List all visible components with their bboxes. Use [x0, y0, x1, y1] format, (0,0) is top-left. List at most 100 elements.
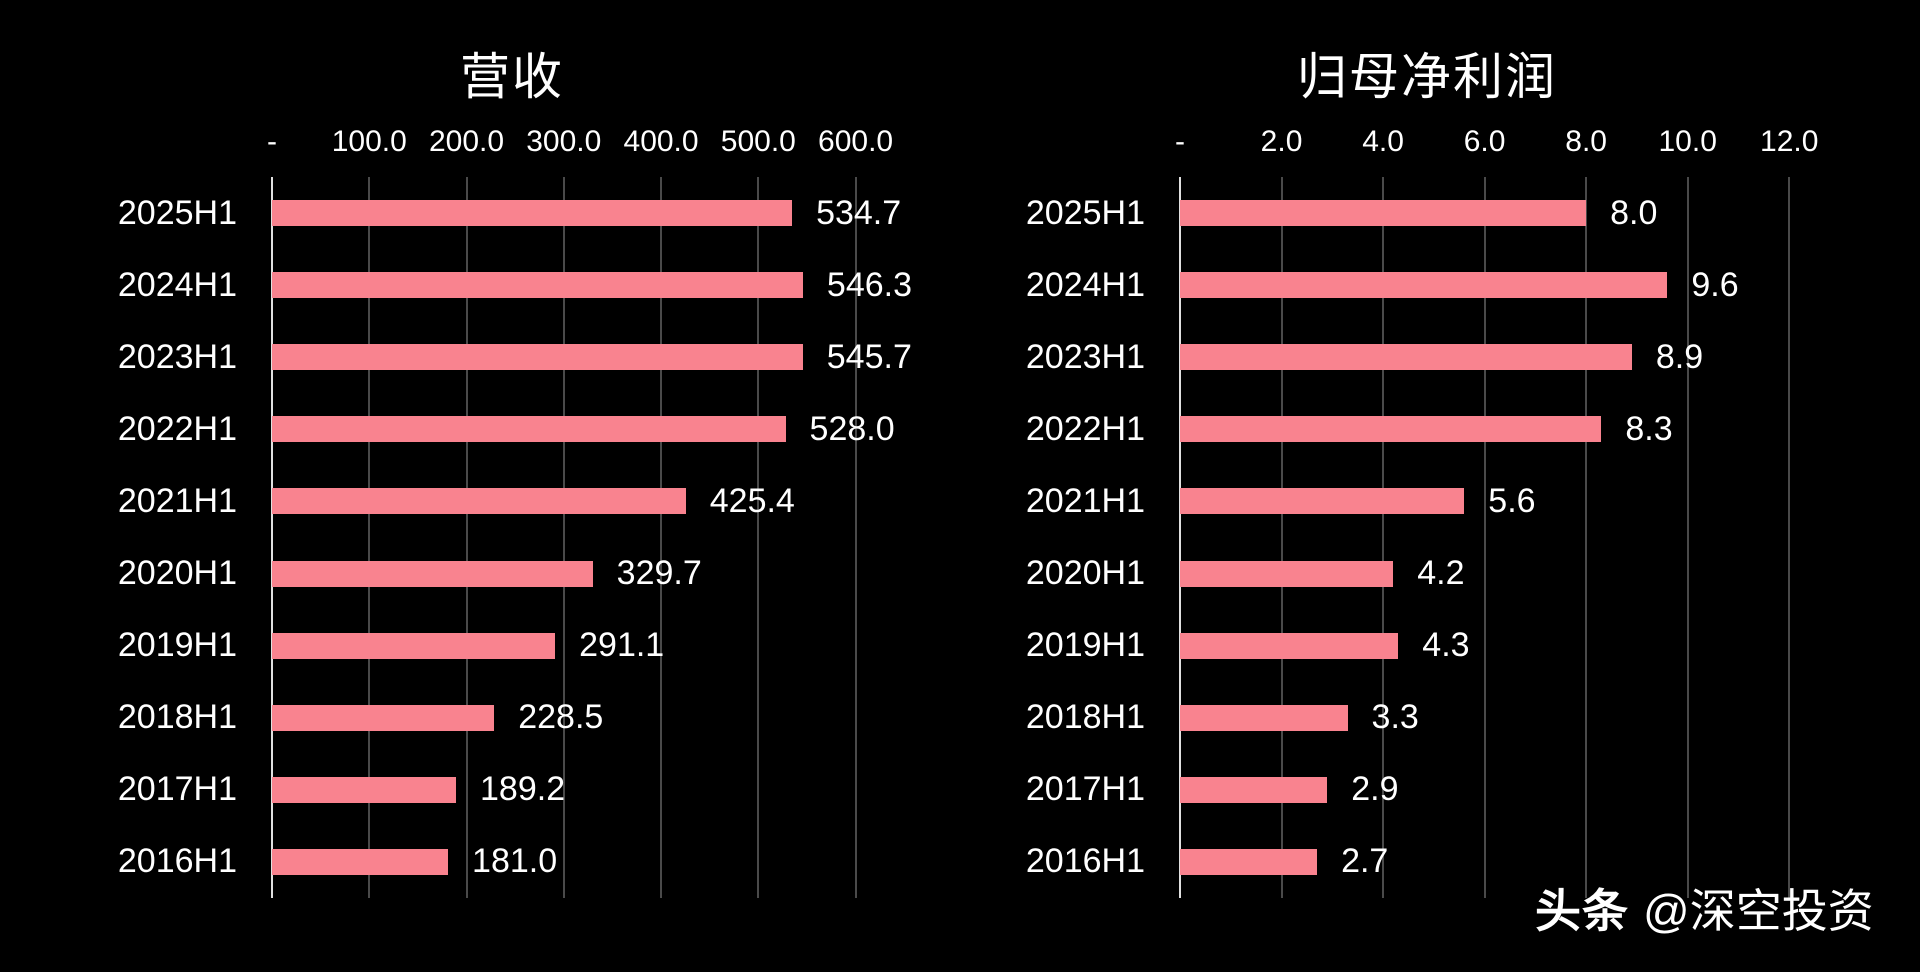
watermark: 头条 @深空投资	[1535, 888, 1874, 934]
value-label: 546.3	[826, 265, 912, 304]
gridline	[1280, 177, 1283, 898]
chart-title-revenue: 营收	[460, 49, 564, 105]
value-label: 181.0	[472, 842, 558, 881]
bar-row: 4.3	[1180, 610, 1840, 682]
bar-rows: 8.0 9.6 8.9 8.3 5.6 4.2 4.3 3.3 2.9 2.7	[1180, 177, 1840, 898]
bar-row: 2.9	[1180, 754, 1840, 826]
bar	[1180, 704, 1348, 731]
category-label: 2022H1	[117, 409, 237, 448]
bar-row: 5.6	[1180, 465, 1840, 537]
value-label: 4.3	[1422, 626, 1470, 665]
bar-row: 8.3	[1180, 393, 1840, 465]
bar	[272, 848, 449, 875]
bar-row: 425.4	[272, 465, 912, 537]
category-label: 2025H1	[117, 193, 237, 232]
category-labels-net-profit: 2025H1 2024H1 2023H1 2022H1 2021H1 2020H1 2019…	[1018, 177, 1145, 898]
watermark-brand-logo: 头条	[1535, 885, 1629, 937]
value-label: 5.6	[1488, 481, 1536, 520]
category-label: 2016H1	[1025, 842, 1145, 881]
x-tick-label: 300.0	[526, 125, 602, 158]
x-tick-label: 10.0	[1658, 125, 1717, 158]
y-axis-line	[271, 177, 273, 898]
chart-title-net-profit: 归母净利润	[1297, 49, 1557, 105]
category-label: 2020H1	[1025, 554, 1145, 593]
category-label: 2024H1	[117, 265, 237, 304]
bar-row: 545.7	[272, 321, 912, 393]
bar	[272, 560, 593, 587]
bar-row: 528.0	[272, 393, 912, 465]
x-tick-label: 12.0	[1760, 125, 1819, 158]
value-label: 291.1	[579, 626, 665, 665]
category-label: 2022H1	[1025, 409, 1145, 448]
x-axis-net-profit: - 2.0 4.0 6.0 8.0 10.0 12.0	[1175, 120, 1840, 164]
category-label: 2023H1	[1025, 337, 1145, 376]
value-label: 9.6	[1691, 265, 1739, 304]
value-label: 528.0	[809, 409, 895, 448]
category-label: 2021H1	[117, 481, 237, 520]
bar-row: 228.5	[272, 682, 912, 754]
bar	[272, 776, 457, 803]
gridline	[465, 177, 468, 898]
bar	[272, 344, 803, 371]
value-label: 228.5	[518, 698, 604, 737]
gridline	[1483, 177, 1486, 898]
gridline	[757, 177, 760, 898]
gridline	[562, 177, 565, 898]
bar-row: 181.0	[272, 826, 912, 898]
x-tick-label: 6.0	[1463, 125, 1506, 158]
gridline	[368, 177, 371, 898]
gridline	[660, 177, 663, 898]
bar	[1180, 272, 1668, 299]
bar-row: 4.2	[1180, 537, 1840, 609]
gridline	[1382, 177, 1385, 898]
bar	[272, 200, 793, 227]
value-label: 4.2	[1417, 554, 1465, 593]
value-label: 534.7	[816, 193, 902, 232]
x-tick-label: -	[1175, 125, 1185, 158]
bar	[272, 704, 495, 731]
plot-area-revenue: 534.7 546.3 545.7 528.0 425.4 329.7 291.1 228.5…	[271, 177, 912, 898]
x-axis-revenue: - 100.0 200.0 300.0 400.0 500.0 600.0	[267, 120, 912, 164]
bar	[272, 272, 803, 299]
x-tick-label: 600.0	[818, 125, 894, 158]
gridline	[1585, 177, 1588, 898]
value-label: 329.7	[616, 554, 702, 593]
category-labels-revenue: 2025H1 2024H1 2023H1 2022H1 2021H1 2020H1 2019…	[110, 177, 237, 898]
category-label: 2017H1	[117, 770, 237, 809]
bar-row: 8.0	[1180, 177, 1840, 249]
category-label: 2018H1	[1025, 698, 1145, 737]
x-tick-label: -	[267, 125, 277, 158]
category-label: 2017H1	[1025, 770, 1145, 809]
category-label: 2021H1	[1025, 481, 1145, 520]
watermark-handle: @深空投资	[1643, 885, 1874, 937]
bar	[1180, 848, 1318, 875]
value-label: 545.7	[826, 337, 912, 376]
gridline	[1788, 177, 1791, 898]
category-label: 2019H1	[117, 626, 237, 665]
value-label: 189.2	[480, 770, 566, 809]
bar	[1180, 416, 1602, 443]
bar-rows: 534.7 546.3 545.7 528.0 425.4 329.7 291.1 228.5…	[272, 177, 912, 898]
bar	[272, 488, 686, 515]
bar-row: 189.2	[272, 754, 912, 826]
value-label: 3.3	[1371, 698, 1419, 737]
bar-row: 329.7	[272, 537, 912, 609]
x-tick-label: 8.0	[1565, 125, 1607, 158]
bar	[1180, 560, 1394, 587]
bar-row: 546.3	[272, 249, 912, 321]
gridline	[854, 177, 857, 898]
x-tick-label: 500.0	[720, 125, 796, 158]
x-tick-label: 400.0	[623, 125, 699, 158]
bar	[1180, 632, 1399, 659]
x-tick-label: 200.0	[428, 125, 505, 158]
bar	[272, 416, 786, 443]
category-label: 2025H1	[1025, 193, 1145, 232]
bar-row: 9.6	[1180, 249, 1840, 321]
bar	[272, 632, 556, 659]
bar-row: 3.3	[1180, 682, 1840, 754]
bar-row: 2.7	[1180, 826, 1840, 898]
category-label: 2018H1	[117, 698, 237, 737]
